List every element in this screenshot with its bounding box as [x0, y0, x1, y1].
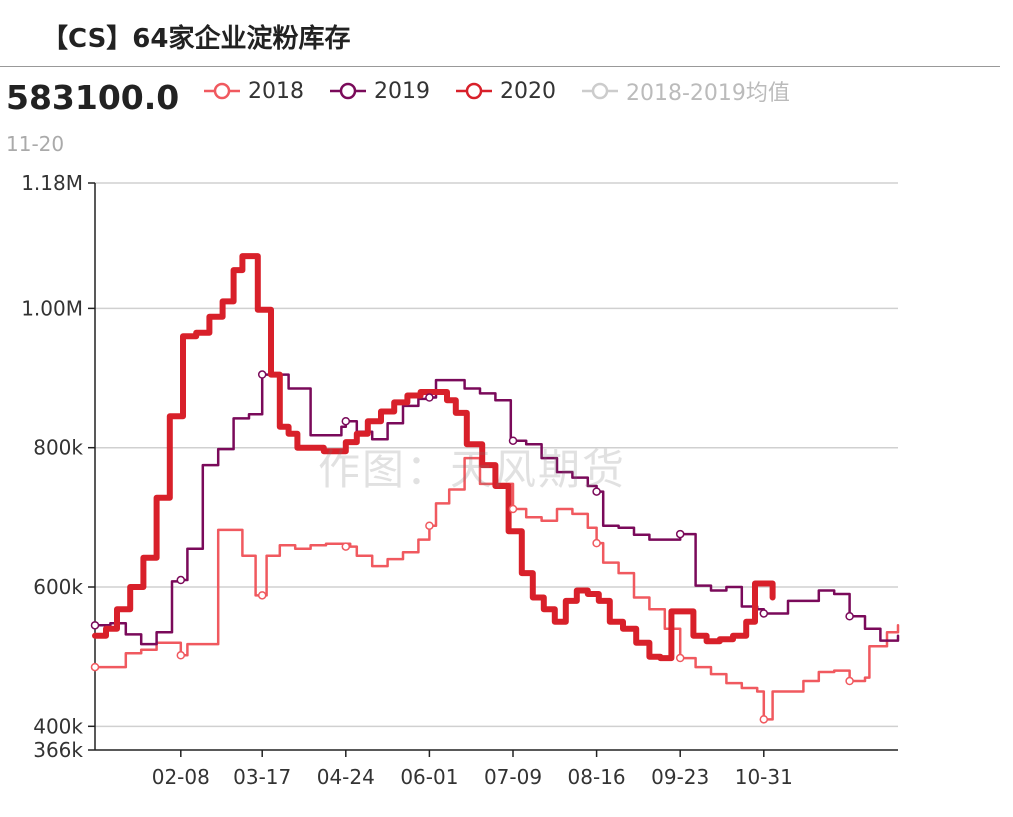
legend-label-2018: 2018	[248, 78, 304, 104]
legend-label-average: 2018-2019均值	[626, 81, 790, 106]
legend-item-2019[interactable]: 2019	[330, 79, 430, 104]
y-tick-label: 1.00M	[21, 296, 83, 320]
series-point-2019	[90, 621, 100, 630]
series-point-2019	[257, 370, 267, 379]
current-date: 11-20	[6, 132, 65, 156]
legend-item-2018[interactable]: 2018	[204, 79, 304, 104]
y-tick-label: 366k	[33, 738, 83, 762]
series-point-2018	[90, 662, 100, 672]
y-tick-label: 800k	[33, 436, 83, 460]
legend-marker-2020-icon	[456, 82, 492, 100]
series-point-2018	[508, 504, 518, 514]
series-point-2019	[508, 436, 518, 445]
current-value: 583100.0	[6, 78, 180, 117]
legend-label-2020: 2020	[500, 78, 556, 104]
legend-item-2020[interactable]: 2020	[456, 79, 556, 104]
series-point-2018	[425, 521, 434, 530]
series-point-2019	[759, 609, 769, 618]
y-tick-label: 1.18M	[21, 171, 83, 195]
x-tick-label: 10-31	[735, 765, 793, 789]
title-divider	[0, 66, 1000, 67]
series-point-2018	[592, 538, 601, 548]
series-point-2019	[592, 487, 601, 496]
y-tick-label: 400k	[33, 714, 83, 738]
legend-marker-2019-icon	[330, 82, 366, 100]
series-line-2018	[93, 456, 900, 721]
chart-title: 【CS】64家企业淀粉库存	[42, 24, 351, 54]
x-tick-label: 08-16	[568, 765, 626, 789]
series-point-2019	[675, 529, 685, 539]
series-point-2018	[341, 542, 351, 551]
x-tick-label: 09-23	[651, 765, 709, 789]
series-point-2018	[675, 653, 685, 663]
x-tick-label: 07-09	[484, 765, 542, 789]
series-point-2018	[845, 676, 854, 686]
series-point-2019	[176, 575, 186, 585]
x-tick-label: 02-08	[152, 765, 210, 789]
y-tick-label: 600k	[33, 575, 83, 599]
series-point-2018	[257, 591, 267, 600]
x-tick-label: 03-17	[233, 765, 291, 789]
legend-label-2019: 2019	[374, 78, 430, 104]
series-point-2018	[759, 715, 769, 724]
x-tick-label: 06-01	[400, 765, 458, 789]
legend-marker-average-icon	[582, 82, 618, 100]
x-tick-label: 04-24	[317, 765, 375, 789]
series-line-2020	[92, 253, 776, 662]
series-point-2018	[176, 651, 186, 660]
series-point-2019	[845, 612, 854, 621]
legend: 2018 2019 2020 2018-2019均值	[204, 76, 816, 106]
legend-marker-2018-icon	[204, 82, 240, 100]
legend-item-average[interactable]: 2018-2019均值	[582, 75, 790, 107]
watermark: 作图：天风期货	[318, 445, 627, 494]
series-point-2019	[425, 393, 434, 402]
series-point-2019	[341, 416, 351, 426]
series-line-2019	[93, 373, 900, 646]
